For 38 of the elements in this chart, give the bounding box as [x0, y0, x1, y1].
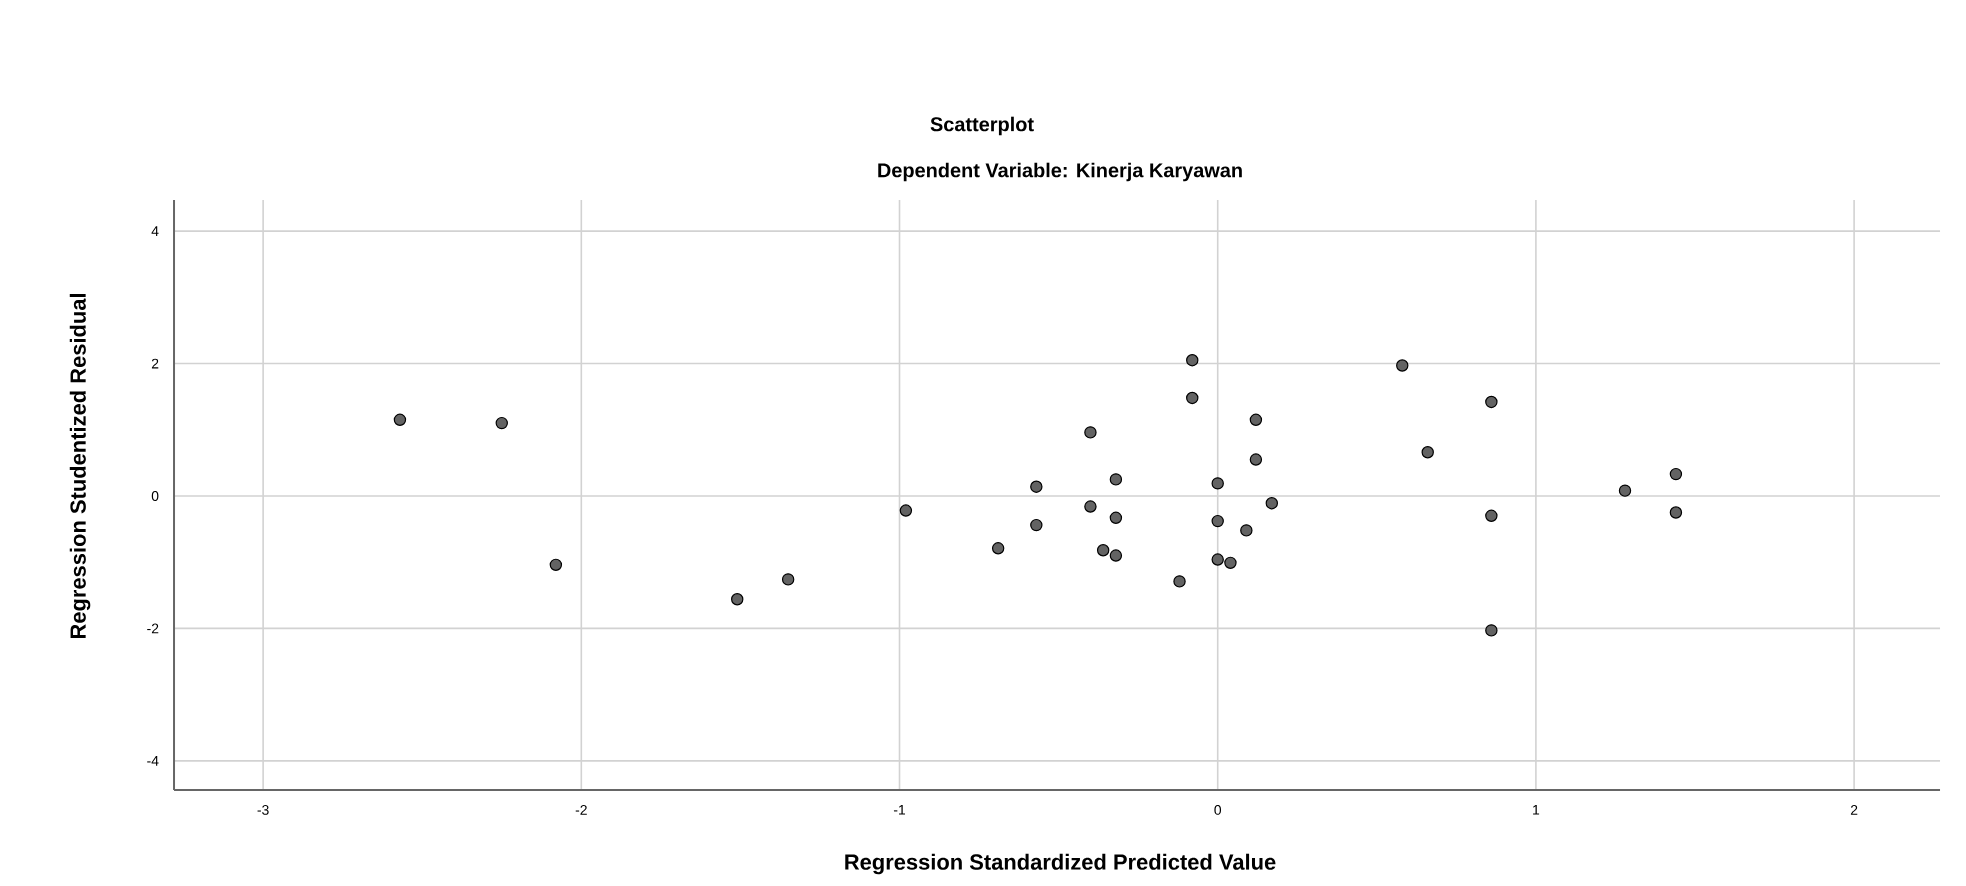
point [1109, 473, 1123, 486]
point [1186, 354, 1199, 367]
point [1485, 509, 1498, 523]
point [1265, 497, 1278, 510]
point [549, 558, 563, 572]
point [1084, 500, 1097, 513]
point [899, 504, 913, 517]
point [1211, 553, 1224, 566]
point [1396, 359, 1409, 372]
chart-title: Scatterplot [930, 116, 1034, 136]
point [1618, 484, 1632, 497]
y-axis-title: Regression Studentized Residual [69, 294, 91, 639]
point [781, 573, 795, 586]
point [1224, 556, 1237, 570]
point [1030, 480, 1043, 493]
point [1485, 395, 1498, 409]
point [1669, 467, 1683, 481]
point [1096, 544, 1110, 557]
point [1109, 511, 1123, 525]
point [1485, 624, 1498, 637]
point [1186, 391, 1199, 405]
point [991, 542, 1005, 555]
point [1249, 413, 1263, 426]
point [1211, 514, 1224, 528]
point [1240, 524, 1253, 537]
point [1173, 575, 1186, 588]
point [731, 593, 744, 606]
chart-subtitle: Dependent Variable: Kinerja Karyawan [878, 162, 1242, 182]
point [393, 413, 407, 426]
x-axis-title: Regression Standardized Predicted Value [845, 853, 1276, 875]
point [1669, 506, 1683, 519]
point [1084, 426, 1097, 439]
point [1249, 453, 1263, 466]
point [1109, 549, 1123, 562]
point [1211, 477, 1224, 490]
point [495, 416, 508, 430]
point [1030, 518, 1043, 532]
point [1421, 446, 1434, 459]
